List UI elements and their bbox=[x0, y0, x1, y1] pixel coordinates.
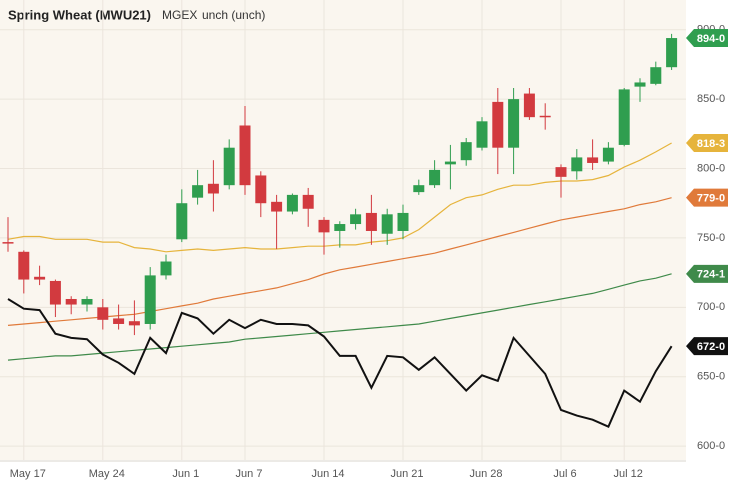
candle-body bbox=[397, 212, 409, 231]
price-tag bbox=[686, 337, 728, 356]
candle-body bbox=[508, 99, 520, 148]
candle-body bbox=[223, 147, 235, 186]
candle-body bbox=[81, 298, 93, 305]
x-tick-label: Jul 6 bbox=[553, 468, 576, 480]
x-tick-label: Jun 7 bbox=[236, 468, 263, 480]
candle-body bbox=[492, 101, 504, 148]
x-tick-label: Jun 1 bbox=[172, 468, 199, 480]
candle-body bbox=[523, 93, 535, 118]
x-tick-label: May 24 bbox=[89, 468, 125, 480]
price-tag-label: 779-0 bbox=[697, 193, 725, 205]
candle-body bbox=[207, 183, 219, 194]
line-series bbox=[7, 273, 672, 361]
candle-body bbox=[144, 275, 156, 324]
candle-body bbox=[255, 175, 267, 204]
candle-body bbox=[65, 298, 77, 305]
candle-body bbox=[239, 125, 251, 186]
change: unch (unch) bbox=[202, 8, 265, 22]
price-tag-label: 724-1 bbox=[697, 269, 725, 281]
candle-body bbox=[666, 38, 678, 68]
x-tick-label: Jun 14 bbox=[311, 468, 344, 480]
x-tick-label: Jul 12 bbox=[614, 468, 643, 480]
candle-body bbox=[365, 212, 377, 231]
candle-body bbox=[286, 194, 298, 212]
candle-body bbox=[271, 201, 283, 212]
candle-body bbox=[460, 142, 472, 161]
candle-body bbox=[2, 242, 14, 244]
price-tag bbox=[686, 29, 728, 48]
price-tag bbox=[686, 188, 728, 207]
price-tag-label: 894-0 bbox=[697, 33, 725, 45]
candle-body bbox=[618, 89, 630, 145]
price-tag-label: 818-3 bbox=[697, 138, 725, 150]
candle-body bbox=[113, 318, 125, 324]
candle-body bbox=[192, 185, 204, 198]
candle-body bbox=[128, 321, 140, 326]
y-tick-label: 700-0 bbox=[697, 301, 725, 313]
y-tick-label: 850-0 bbox=[697, 93, 725, 105]
y-tick-label: 750-0 bbox=[697, 232, 725, 244]
candle-body bbox=[555, 167, 567, 177]
x-tick-label: May 17 bbox=[10, 468, 46, 480]
candle-body bbox=[18, 251, 30, 280]
candle-body bbox=[413, 185, 425, 193]
candle-body bbox=[381, 214, 393, 234]
x-tick-label: Jun 21 bbox=[390, 468, 423, 480]
candle-body bbox=[634, 82, 646, 87]
candle-body bbox=[650, 67, 662, 84]
exchange: MGEX bbox=[162, 8, 197, 22]
candle-body bbox=[602, 147, 614, 162]
line-series bbox=[7, 298, 673, 429]
y-tick-label: 800-0 bbox=[697, 162, 725, 174]
y-tick-label: 650-0 bbox=[697, 371, 725, 383]
candle-body bbox=[34, 276, 46, 280]
candle-body bbox=[302, 194, 314, 209]
x-tick-label: Jun 28 bbox=[469, 468, 502, 480]
candle-body bbox=[476, 121, 488, 148]
candle-body bbox=[429, 169, 441, 186]
candle-body bbox=[334, 224, 346, 231]
candle-body bbox=[160, 261, 172, 276]
chart-title: Spring Wheat (MWU21) bbox=[8, 7, 151, 22]
candle-body bbox=[587, 157, 599, 163]
candle-body bbox=[97, 307, 109, 320]
candle-body bbox=[176, 203, 188, 240]
candle-body bbox=[539, 115, 551, 118]
candle-body bbox=[350, 214, 362, 225]
price-tag bbox=[686, 264, 728, 283]
price-tag-label: 672-0 bbox=[697, 341, 725, 353]
price-tag bbox=[686, 134, 728, 153]
candle-body bbox=[571, 157, 583, 172]
plot-area bbox=[0, 0, 686, 462]
candle-body bbox=[49, 280, 61, 305]
candle-body bbox=[444, 161, 456, 165]
candle-body bbox=[318, 219, 330, 233]
y-tick-label: 600-0 bbox=[697, 440, 725, 452]
